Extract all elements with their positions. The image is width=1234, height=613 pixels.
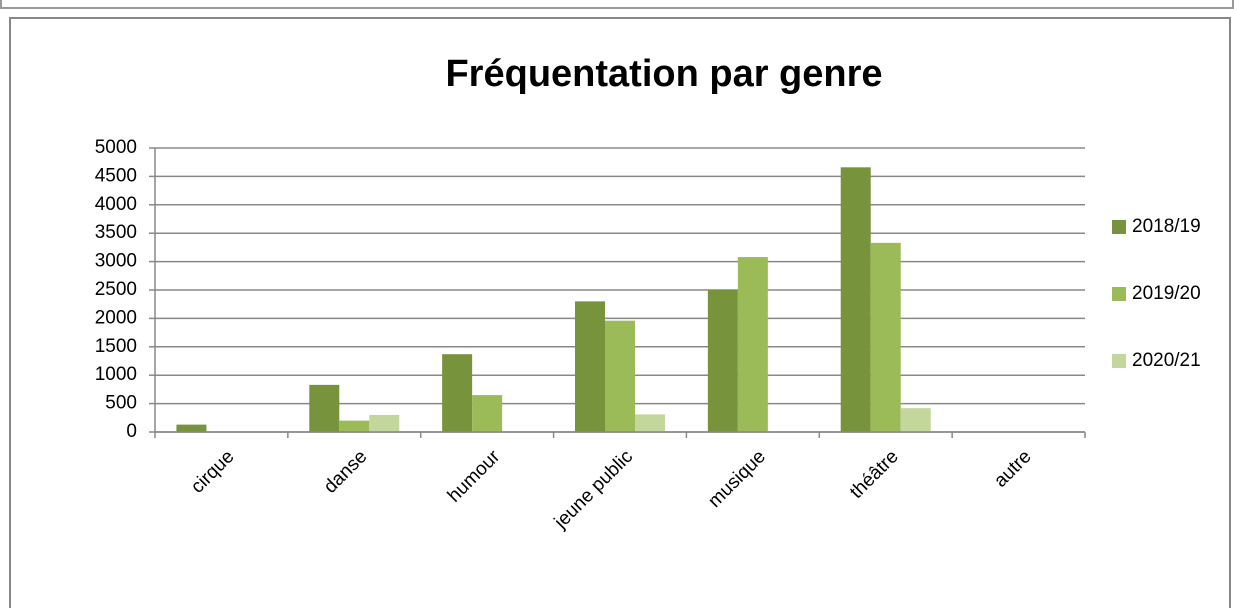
legend-swatch [1112,354,1126,368]
legend-label: 2020/21 [1132,350,1201,371]
y-tick-label: 5000 [95,137,137,158]
legend-swatch [1112,220,1126,234]
chart-frame [9,17,1231,613]
y-tick-label: 3000 [95,251,137,272]
bar [900,408,931,432]
y-tick-label: 2000 [95,307,137,328]
bar [575,301,605,432]
chart-title: Fréquentation par genre [445,53,882,95]
bar [472,395,503,432]
y-tick-label: 4000 [95,194,137,215]
y-tick-label: 0 [126,421,137,442]
bar [840,167,871,432]
legend-label: 2018/19 [1132,216,1201,237]
bar [605,320,635,432]
top-frame [0,0,1234,9]
bar [635,414,665,432]
legend-label: 2019/20 [1132,283,1201,304]
bar [176,424,207,432]
bar [737,257,768,432]
legend-swatch [1112,287,1126,301]
y-tick-label: 2500 [95,279,137,300]
y-tick-label: 500 [105,393,137,414]
y-tick-label: 1000 [95,364,137,385]
y-tick-label: 3500 [95,222,137,243]
bar [870,242,901,432]
bar [369,414,400,432]
bar [339,420,370,432]
bar [707,290,738,432]
y-tick-label: 1500 [95,336,137,357]
bar [442,354,473,432]
y-tick-label: 4500 [95,165,137,186]
bar [309,384,340,432]
